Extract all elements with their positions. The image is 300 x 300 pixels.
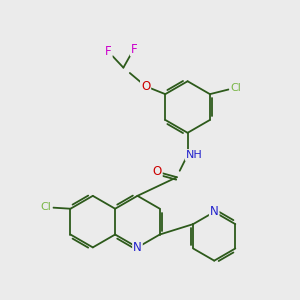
- Text: N: N: [210, 206, 219, 218]
- Text: O: O: [152, 165, 162, 178]
- Text: NH: NH: [186, 150, 202, 160]
- Text: N: N: [133, 241, 142, 254]
- Text: F: F: [105, 45, 112, 58]
- Text: O: O: [141, 80, 150, 93]
- Text: Cl: Cl: [230, 83, 241, 93]
- Text: Cl: Cl: [41, 202, 52, 212]
- Text: F: F: [131, 43, 137, 56]
